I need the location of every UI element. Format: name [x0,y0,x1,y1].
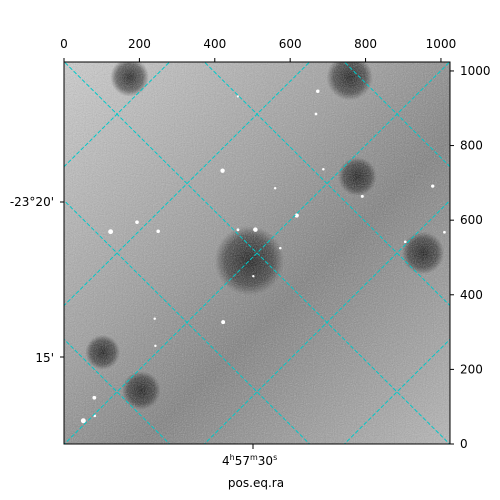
grid-line-dec-4 [203,199,450,444]
image-area [64,62,450,444]
right-tick-label-5: 1000 [460,64,491,78]
grid-line-ra-5 [343,62,450,168]
star [92,395,97,400]
top-tick-label-2: 400 [203,37,226,51]
top-tick-label-1: 200 [128,37,151,51]
star [253,227,258,232]
star [135,220,139,224]
star [403,240,407,244]
star [273,186,277,190]
star [443,230,446,234]
right-tick-label-1: 200 [460,362,483,376]
star [322,168,325,171]
star [360,194,364,198]
star [316,89,320,94]
coordinate-grid [64,62,450,444]
grid-line-dec-3 [64,62,450,444]
x-axis-label: pos.eq.ra [228,476,284,490]
star [279,246,282,250]
grid-line-dec-2 [64,62,311,307]
star [153,317,156,320]
star [108,229,114,235]
star [252,275,255,278]
star [156,229,160,234]
star [236,95,239,98]
star [220,168,225,173]
right-axis: 0 200 400 600 800 1000 [450,64,491,451]
right-tick-label-3: 600 [460,213,483,227]
right-tick-label-4: 800 [460,139,483,153]
grid-line-dec-1 [64,62,171,168]
plot-frame [63,61,451,445]
star [314,112,318,116]
grid-line-dec-5 [343,338,450,444]
top-axis: 0 200 400 600 800 1000 [60,37,456,62]
star [431,184,435,188]
top-tick-label-3: 600 [279,37,302,51]
star [80,418,86,424]
bottom-axis: 4h57m30s pos.eq.ra [222,444,284,490]
star [294,213,299,218]
stars [80,89,446,424]
right-tick-label-0: 0 [460,437,468,451]
bottom-tick-label: 4h57m30s [222,453,277,468]
top-tick-label-0: 0 [60,37,68,51]
left-tick-label-0: -23°20' [10,195,54,209]
top-tick-label-5: 1000 [426,37,457,51]
top-tick-label-4: 800 [354,37,377,51]
left-axis: -23°20' 15' [10,195,64,365]
left-tick-label-1: 15' [35,351,54,365]
star [154,344,157,348]
star [236,228,240,232]
grid-line-ra-1 [64,338,171,444]
right-tick-label-2: 400 [460,288,483,302]
star [221,320,226,325]
